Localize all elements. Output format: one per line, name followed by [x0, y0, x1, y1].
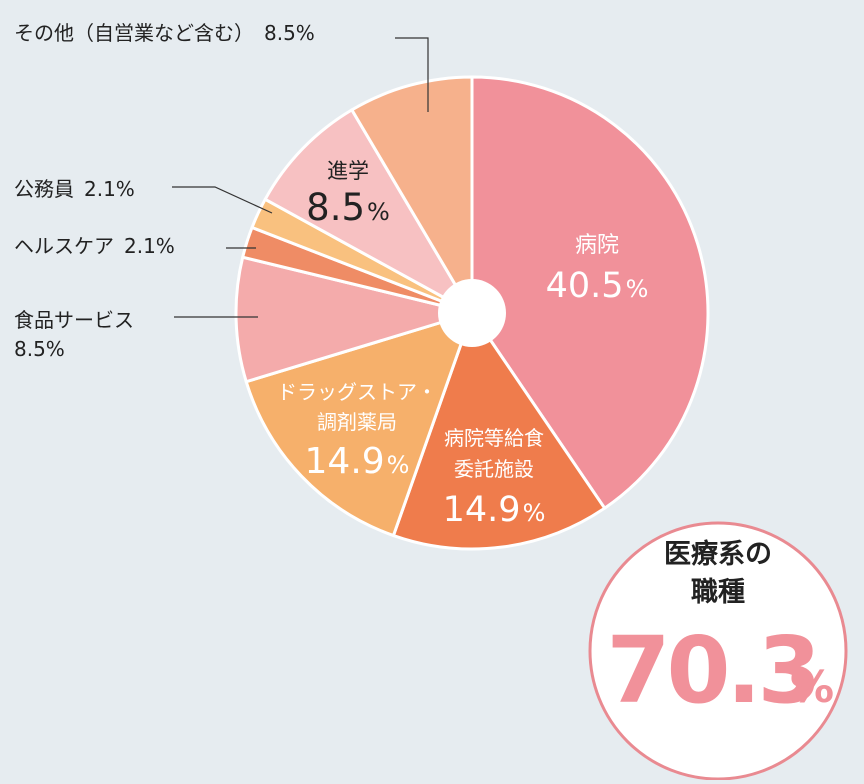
slice-label-further_study: 進学	[327, 159, 369, 183]
summary-percent-sign: %	[790, 662, 834, 713]
summary-value: 70.3	[607, 617, 818, 724]
percent-sign: %	[523, 499, 546, 527]
leader-line-other	[395, 37, 429, 112]
summary-line1: 医療系の	[664, 539, 772, 570]
slice-label-hospital_food: 病院等給食	[444, 426, 544, 450]
percent-sign: %	[626, 275, 649, 303]
percent-sign: %	[367, 198, 390, 226]
slice-value-food_service: 8.5%	[14, 337, 65, 361]
slice-label-food_service: 食品サービス	[14, 308, 134, 332]
slice-value-public_servant: 2.1%	[84, 177, 135, 201]
pie-slice-food_service	[234, 255, 474, 384]
pie-slice-other	[350, 75, 474, 315]
slice-label-healthcare: ヘルスケア 2.1%	[14, 234, 175, 258]
slice-value-other: 8.5%	[264, 21, 315, 45]
summary-badge	[588, 521, 848, 781]
pie-center-hole	[438, 279, 506, 347]
slice-value-healthcare: 2.1%	[124, 234, 175, 258]
slice-label-hospital: 病院	[575, 233, 619, 258]
pie-slice-further_study	[263, 108, 474, 315]
pie-slice-hospital	[470, 75, 710, 510]
percent-sign: %	[387, 451, 410, 479]
slice-label-drugstore: ドラッグストア・	[277, 380, 437, 404]
slice-label-hospital_food: 委託施設	[454, 457, 534, 481]
summary-line2: 職種	[691, 577, 745, 608]
slice-label-other: その他（自営業など含む） 8.5%	[14, 21, 315, 45]
slice-value-drugstore: 14.9%	[305, 441, 410, 482]
slice-label-drugstore: 調剤薬局	[317, 410, 397, 434]
pie-slice-hospital_food	[391, 311, 607, 551]
leader-line-public_servant	[172, 186, 273, 214]
pie-slice-drugstore	[244, 311, 474, 538]
slice-label-public_servant: 公務員 2.1%	[14, 177, 135, 201]
